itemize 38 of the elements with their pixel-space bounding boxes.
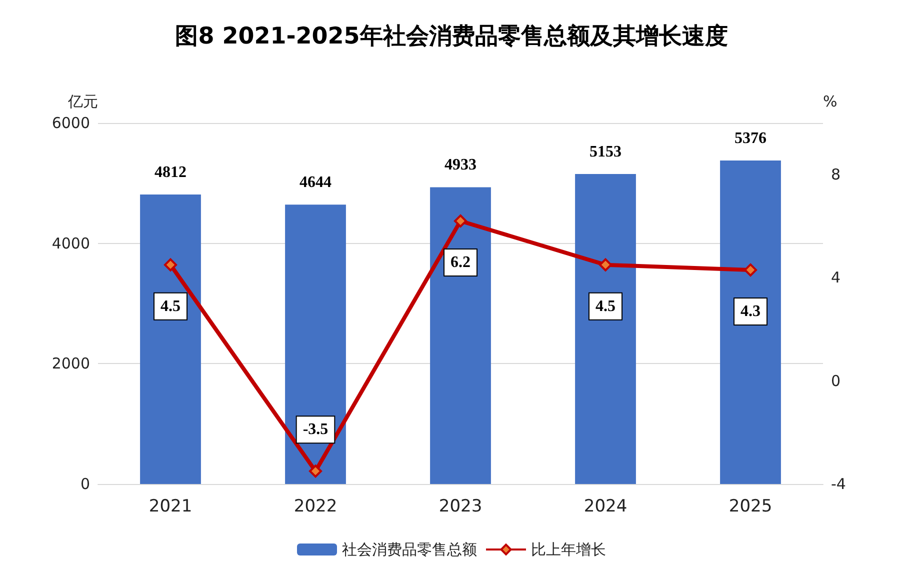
y2-tick-label: -4 xyxy=(831,475,846,493)
data-label: 4.3 xyxy=(740,302,760,320)
x-tick-label: 2021 xyxy=(148,496,192,516)
y-axis-title: 亿元 xyxy=(67,92,98,110)
bar xyxy=(285,204,346,484)
legend-label: 社会消费品零售总额 xyxy=(342,540,477,558)
point xyxy=(744,263,757,276)
legend-label: 比上年增长 xyxy=(531,540,606,558)
y2-axis-title: % xyxy=(823,92,838,110)
data-label: 4644 xyxy=(300,174,332,192)
chart-title: 图8 2021-2025年社会消费品零售总额及其增长速度 xyxy=(175,22,728,50)
data-label: 4812 xyxy=(154,164,186,181)
point xyxy=(454,214,467,228)
bar xyxy=(140,194,201,484)
bar xyxy=(575,174,636,484)
x-tick-label: 2022 xyxy=(294,496,338,516)
x-tick-label: 2024 xyxy=(584,496,628,516)
y-tick-label: 0 xyxy=(80,475,90,493)
x-tick-label: 2023 xyxy=(438,496,482,516)
y-tick-label: 6000 xyxy=(52,114,90,132)
bar xyxy=(720,160,781,484)
point xyxy=(599,258,612,272)
data-label: 4933 xyxy=(444,156,476,174)
x-tick-label: 2025 xyxy=(728,496,772,516)
point xyxy=(164,258,177,272)
point xyxy=(309,464,322,478)
data-label: 6.2 xyxy=(450,254,470,271)
y2-tick-label: 0 xyxy=(831,372,841,390)
y-tick-label: 4000 xyxy=(52,234,90,252)
y2-tick-label: 8 xyxy=(831,166,841,184)
data-label: 5153 xyxy=(590,143,622,160)
y-tick-label: 2000 xyxy=(52,354,90,373)
data-label: 4.5 xyxy=(596,298,616,315)
bar xyxy=(430,187,491,484)
data-label: 4.5 xyxy=(160,298,180,315)
data-label: 5376 xyxy=(734,130,766,148)
y2-tick-label: 4 xyxy=(831,268,841,287)
data-label: -3.5 xyxy=(302,421,328,438)
